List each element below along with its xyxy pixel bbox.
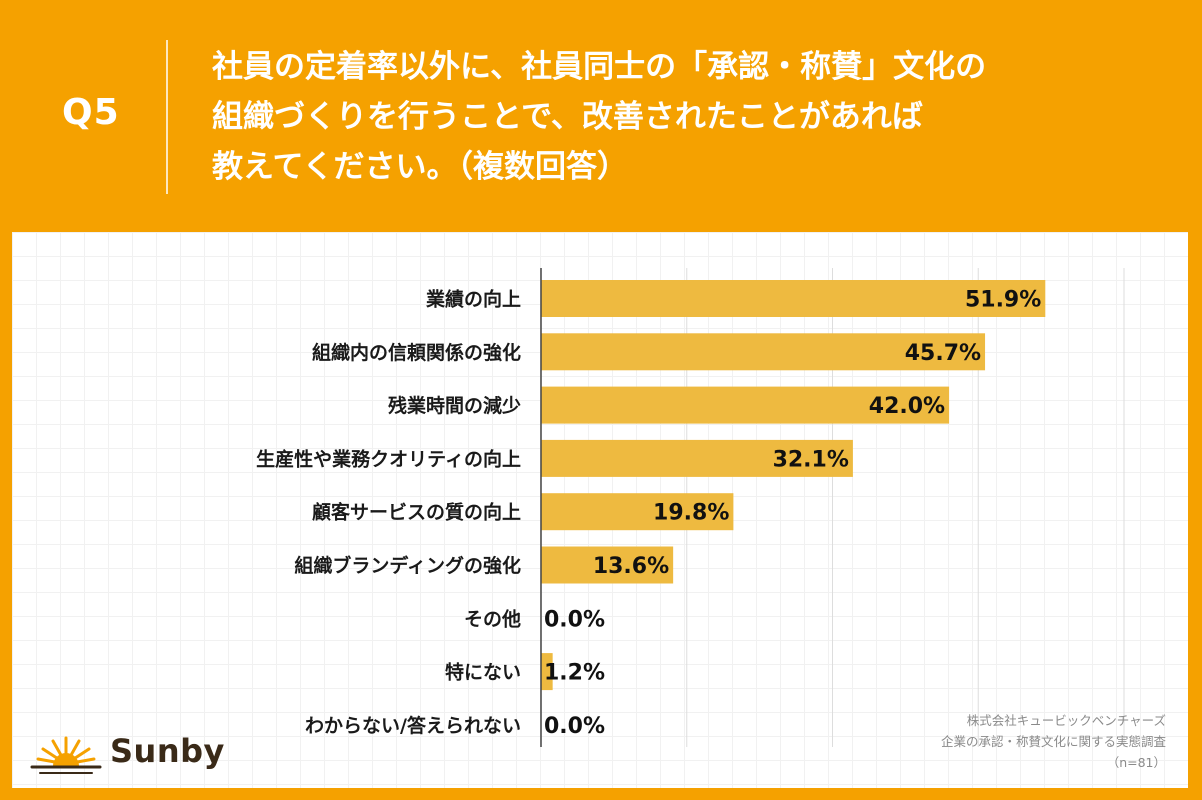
bar-0 xyxy=(541,280,1046,317)
question-line-2: 組織づくりを行うことで、改善されたことがあれば xyxy=(212,99,923,135)
category-label-1: 組織内の信頼関係の強化 xyxy=(312,341,521,364)
category-label-6: その他 xyxy=(464,607,521,630)
category-label-8: わからない/答えられない xyxy=(305,714,521,737)
category-label-0: 業績の向上 xyxy=(425,288,521,311)
chart-panel: 業績の向上 51.9% 組織内の信頼関係の強化 45.7% 残業時間の減少 42.0% 生産… xyxy=(12,232,1188,788)
value-label-3: 32.1% xyxy=(773,447,849,472)
bar-chart: 業績の向上 51.9% 組織内の信頼関係の強化 45.7% 残業時間の減少 42.0% 生産… xyxy=(256,268,1125,747)
value-label-8: 0.0% xyxy=(544,714,605,739)
question-line-1: 社員の定着率以外に、社員同士の「承認・称賛」文化の xyxy=(212,49,987,85)
source-sample: （n=81） xyxy=(1106,755,1166,770)
question-number: Q5 xyxy=(62,92,120,133)
header: Q5 社員の定着率以外に、社員同士の「承認・称賛」文化の 組織づくりを行うことで… xyxy=(0,0,1202,228)
source-survey: 企業の承認・称賛文化に関する実態調査 xyxy=(940,734,1166,749)
value-label-6: 0.0% xyxy=(544,607,605,632)
bar-5 xyxy=(541,546,674,584)
bar-3 xyxy=(541,439,853,477)
category-label-4: 顧客サービスの質の向上 xyxy=(312,501,521,524)
bar-1 xyxy=(541,333,986,371)
question-text: 社員の定着率以外に、社員同士の「承認・称賛」文化の 組織づくりを行うことで、改善… xyxy=(212,42,1172,192)
header-divider xyxy=(166,40,168,194)
source-note: 株式会社キュービックベンチャーズ 企業の承認・称賛文化に関する実態調査 （n=8… xyxy=(941,710,1166,773)
value-label-5: 13.6% xyxy=(593,554,669,579)
category-label-7: 特にない xyxy=(445,662,521,684)
sunby-logo: Sunby xyxy=(26,728,226,778)
value-label-2: 42.0% xyxy=(869,394,945,419)
category-label-5: 組織ブランディングの強化 xyxy=(294,554,521,577)
sun-rising-icon xyxy=(30,736,102,774)
value-label-4: 19.8% xyxy=(653,501,729,526)
logo-text: Sunby xyxy=(110,732,225,770)
value-label-0: 51.9% xyxy=(965,288,1041,313)
question-line-3: 教えてください。（複数回答） xyxy=(212,149,629,185)
bar-4 xyxy=(541,493,734,531)
category-label-2: 残業時間の減少 xyxy=(388,394,521,417)
value-label-1: 45.7% xyxy=(905,341,981,366)
category-label-3: 生産性や業務クオリティの向上 xyxy=(256,447,521,470)
source-company: 株式会社キュービックベンチャーズ xyxy=(966,713,1166,728)
bar-7 xyxy=(541,653,553,691)
bar-2 xyxy=(541,386,950,424)
value-label-7: 1.2% xyxy=(544,661,605,686)
